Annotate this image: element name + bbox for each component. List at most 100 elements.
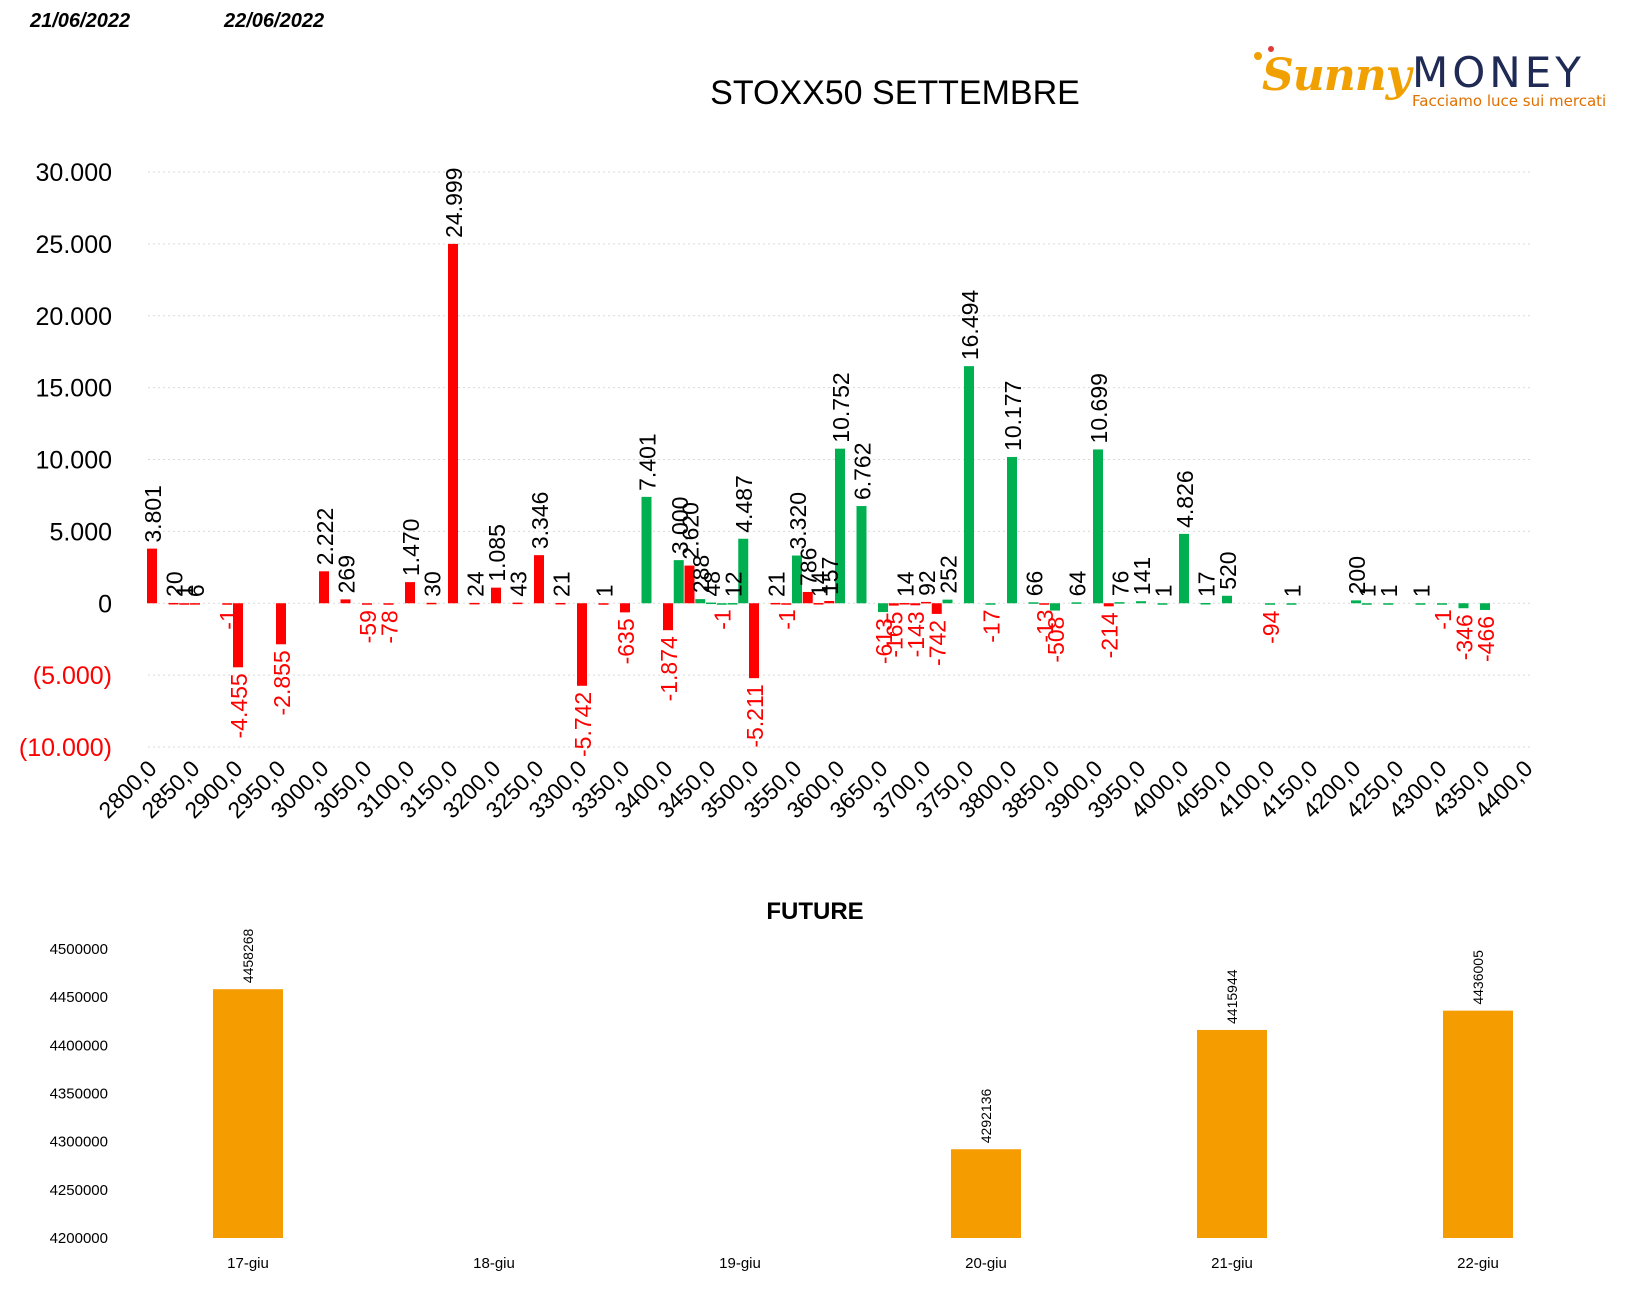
data-label: 20 bbox=[162, 571, 188, 597]
data-label: 12 bbox=[721, 571, 747, 597]
bar bbox=[512, 602, 523, 605]
data-label: 4436005 bbox=[1470, 950, 1486, 1005]
data-label: -1.874 bbox=[656, 636, 682, 701]
data-label: -346 bbox=[1452, 614, 1478, 660]
future-bar bbox=[1443, 1010, 1513, 1238]
bar bbox=[1351, 600, 1361, 604]
bar bbox=[1007, 456, 1017, 604]
data-label: -613 bbox=[871, 618, 897, 664]
data-label: 10.177 bbox=[1000, 381, 1026, 451]
data-label: -143 bbox=[903, 611, 929, 657]
bar bbox=[663, 603, 673, 631]
data-label: 64 bbox=[1065, 571, 1091, 597]
data-label: 3.320 bbox=[785, 492, 811, 550]
data-label: 3.000 bbox=[667, 497, 693, 555]
y-tick-label: 25.000 bbox=[36, 231, 112, 259]
data-label: 7.401 bbox=[635, 433, 661, 491]
data-label: 43 bbox=[506, 571, 532, 597]
data-label: 24.999 bbox=[441, 168, 467, 238]
y-tick-label: (10.000) bbox=[19, 734, 112, 762]
x-axis-ticks: 17-giu 18-giu 19-giu 20-giu 21-giu 22-giu bbox=[227, 1255, 1499, 1272]
data-label: 16.494 bbox=[957, 290, 983, 361]
data-label: -4.455 bbox=[226, 673, 252, 738]
bar bbox=[727, 603, 738, 605]
future-bar bbox=[951, 1149, 1021, 1238]
bar bbox=[1071, 602, 1082, 604]
bar bbox=[620, 603, 630, 613]
y-tick-label: 4300000 bbox=[50, 1134, 108, 1151]
data-label: -1 bbox=[215, 609, 241, 629]
logo-money-text: MONEY bbox=[1412, 48, 1585, 97]
data-label: 6 bbox=[183, 584, 209, 597]
data-label: 269 bbox=[334, 555, 360, 593]
data-label: 24 bbox=[463, 571, 489, 597]
bar bbox=[598, 603, 609, 605]
bar bbox=[931, 603, 942, 614]
bar bbox=[426, 602, 437, 605]
bar bbox=[1028, 602, 1039, 604]
data-label: 1 bbox=[172, 584, 198, 597]
bar bbox=[448, 243, 458, 604]
bar bbox=[888, 603, 899, 606]
bar bbox=[555, 602, 566, 605]
date-right: 22/06/2022 bbox=[224, 10, 325, 32]
data-label: -742 bbox=[925, 620, 951, 666]
bar bbox=[1136, 601, 1146, 604]
bar bbox=[577, 603, 587, 686]
data-label: -78 bbox=[377, 610, 403, 643]
data-label: 288 bbox=[688, 555, 714, 593]
future-bar bbox=[213, 989, 283, 1238]
bar bbox=[781, 603, 792, 605]
data-label: -466 bbox=[1473, 616, 1499, 662]
y-tick-label: 4450000 bbox=[50, 989, 108, 1006]
data-label: 92 bbox=[914, 570, 940, 596]
data-label: 200 bbox=[1344, 556, 1370, 594]
data-label: -5.211 bbox=[742, 684, 768, 748]
data-label: 4.487 bbox=[731, 475, 757, 533]
bar bbox=[1437, 603, 1447, 605]
bar bbox=[1050, 603, 1060, 611]
bar bbox=[942, 599, 953, 604]
data-label: -1 bbox=[1430, 609, 1456, 629]
data-label: 17 bbox=[1194, 571, 1220, 597]
logo-tagline: Facciamo luce sui mercati bbox=[1412, 92, 1607, 110]
y-tick-label: 4400000 bbox=[50, 1037, 108, 1054]
future-bar bbox=[1197, 1029, 1267, 1238]
bar bbox=[1286, 603, 1297, 605]
data-label: 21 bbox=[549, 571, 575, 597]
bar bbox=[1103, 603, 1114, 607]
bar bbox=[910, 603, 921, 606]
data-label: 14 bbox=[893, 571, 919, 597]
y-tick-label: 30.000 bbox=[36, 159, 112, 187]
y-tick-label: 4200000 bbox=[50, 1230, 108, 1247]
bar bbox=[824, 600, 835, 604]
bar bbox=[168, 602, 179, 605]
data-label: 4.826 bbox=[1172, 470, 1198, 528]
sunny-money-logo: Sunny MONEY Facciamo luce sui mercati bbox=[1254, 46, 1622, 110]
data-label: 1 bbox=[592, 584, 618, 597]
bars bbox=[213, 989, 1513, 1238]
data-label: -165 bbox=[882, 612, 908, 658]
data-label: 1 bbox=[1151, 584, 1177, 597]
data-label: 30 bbox=[420, 571, 446, 597]
y-tick-label: 4350000 bbox=[50, 1086, 108, 1103]
bar bbox=[491, 587, 501, 604]
sun-dot-icon bbox=[1254, 52, 1262, 60]
bar bbox=[534, 555, 544, 604]
y-axis-ticks: 4500000 4450000 4400000 4350000 4300000 42500… bbox=[50, 941, 108, 1247]
bar bbox=[878, 603, 888, 613]
bar bbox=[921, 601, 931, 604]
bar bbox=[469, 602, 480, 605]
sun-dot-icon bbox=[1268, 46, 1274, 52]
bar bbox=[179, 603, 190, 605]
data-label: 10.699 bbox=[1086, 373, 1112, 443]
y-tick-label: 4500000 bbox=[50, 941, 108, 958]
data-label: -59 bbox=[355, 610, 381, 643]
bar bbox=[899, 603, 910, 605]
data-label: 3.346 bbox=[527, 492, 553, 550]
bar bbox=[1361, 603, 1372, 605]
bar bbox=[641, 496, 652, 604]
data-label: 4292136 bbox=[978, 1089, 994, 1144]
data-label: 786 bbox=[796, 548, 822, 586]
data-label: 1.085 bbox=[484, 524, 510, 582]
